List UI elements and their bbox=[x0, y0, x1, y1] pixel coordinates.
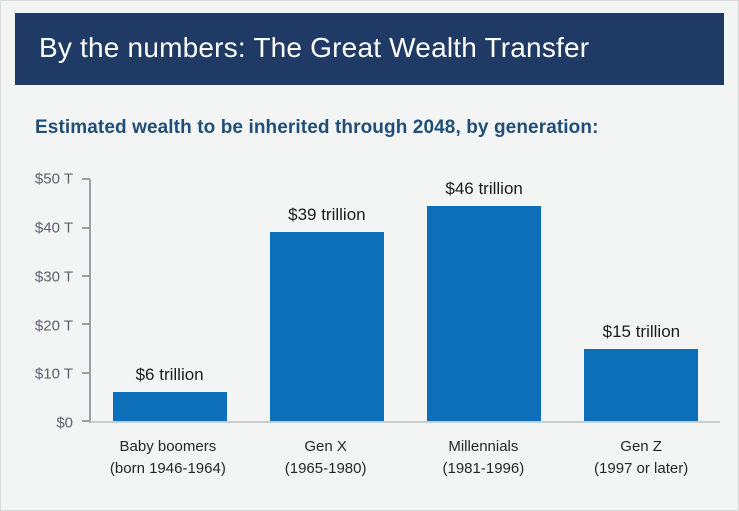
y-tick-mark bbox=[82, 323, 90, 326]
y-tick-mark bbox=[82, 371, 90, 374]
y-tick-mark bbox=[82, 226, 90, 229]
bar-group: $6 trillion bbox=[91, 179, 248, 422]
category-label: Gen Z (1997 or later) bbox=[562, 436, 720, 480]
category-label: Millennials (1981-1996) bbox=[405, 436, 563, 480]
category-label-line: Baby boomers bbox=[119, 438, 217, 456]
bar bbox=[584, 348, 699, 422]
y-axis: $50 T $40 T $30 T $20 T $10 T $0 bbox=[3, 171, 89, 432]
y-tick-label: $40 T bbox=[34, 219, 73, 237]
y-tick-mark bbox=[82, 274, 90, 277]
bar bbox=[112, 392, 227, 422]
bar-chart: $50 T $40 T $30 T $20 T $10 T $0 $6 trillion $… bbox=[35, 171, 720, 480]
y-tick-label: $30 T bbox=[34, 268, 73, 286]
bar-group: $46 trillion bbox=[406, 179, 563, 422]
plot-area: $50 T $40 T $30 T $20 T $10 T $0 $6 trillion $… bbox=[35, 171, 720, 432]
category-label: Gen X (1965-1980) bbox=[247, 436, 405, 480]
y-tick-label: $0 bbox=[56, 414, 73, 432]
bar-group: $15 trillion bbox=[563, 179, 720, 422]
bar bbox=[269, 232, 384, 422]
bar-value-label: $39 trillion bbox=[288, 205, 366, 225]
page-title: By the numbers: The Great Wealth Transfe… bbox=[39, 32, 590, 63]
bar-value-label: $6 trillion bbox=[135, 365, 204, 385]
category-label-line: Gen Z bbox=[620, 438, 662, 456]
bar-value-label: $46 trillion bbox=[445, 179, 523, 199]
bar-value-label: $15 trillion bbox=[602, 321, 681, 341]
bar-group: $39 trillion bbox=[248, 179, 405, 422]
category-label-line: (born 1946-1964) bbox=[109, 459, 226, 477]
y-tick-label: $20 T bbox=[34, 317, 73, 335]
category-label-line: (1997 or later) bbox=[594, 459, 689, 477]
chart-subtitle: Estimated wealth to be inherited through… bbox=[35, 117, 599, 139]
category-label-line: Millennials bbox=[448, 438, 519, 456]
bar bbox=[427, 206, 542, 422]
header-banner: By the numbers: The Great Wealth Transfe… bbox=[15, 13, 724, 86]
category-label-line: (1965-1980) bbox=[284, 459, 367, 477]
y-tick-mark bbox=[82, 420, 90, 423]
y-tick-label: $10 T bbox=[34, 365, 73, 383]
category-label: Baby boomers (born 1946-1964) bbox=[89, 436, 247, 480]
category-label-line: (1981-1996) bbox=[442, 459, 525, 477]
category-label-line: Gen X bbox=[304, 438, 347, 456]
y-tick-mark bbox=[82, 178, 90, 181]
y-tick-label: $50 T bbox=[34, 170, 73, 188]
x-axis-labels: Baby boomers (born 1946-1964) Gen X (1965-1… bbox=[89, 436, 720, 480]
bars-row: $6 trillion $39 trillion $46 trillion $15 t… bbox=[91, 179, 720, 422]
